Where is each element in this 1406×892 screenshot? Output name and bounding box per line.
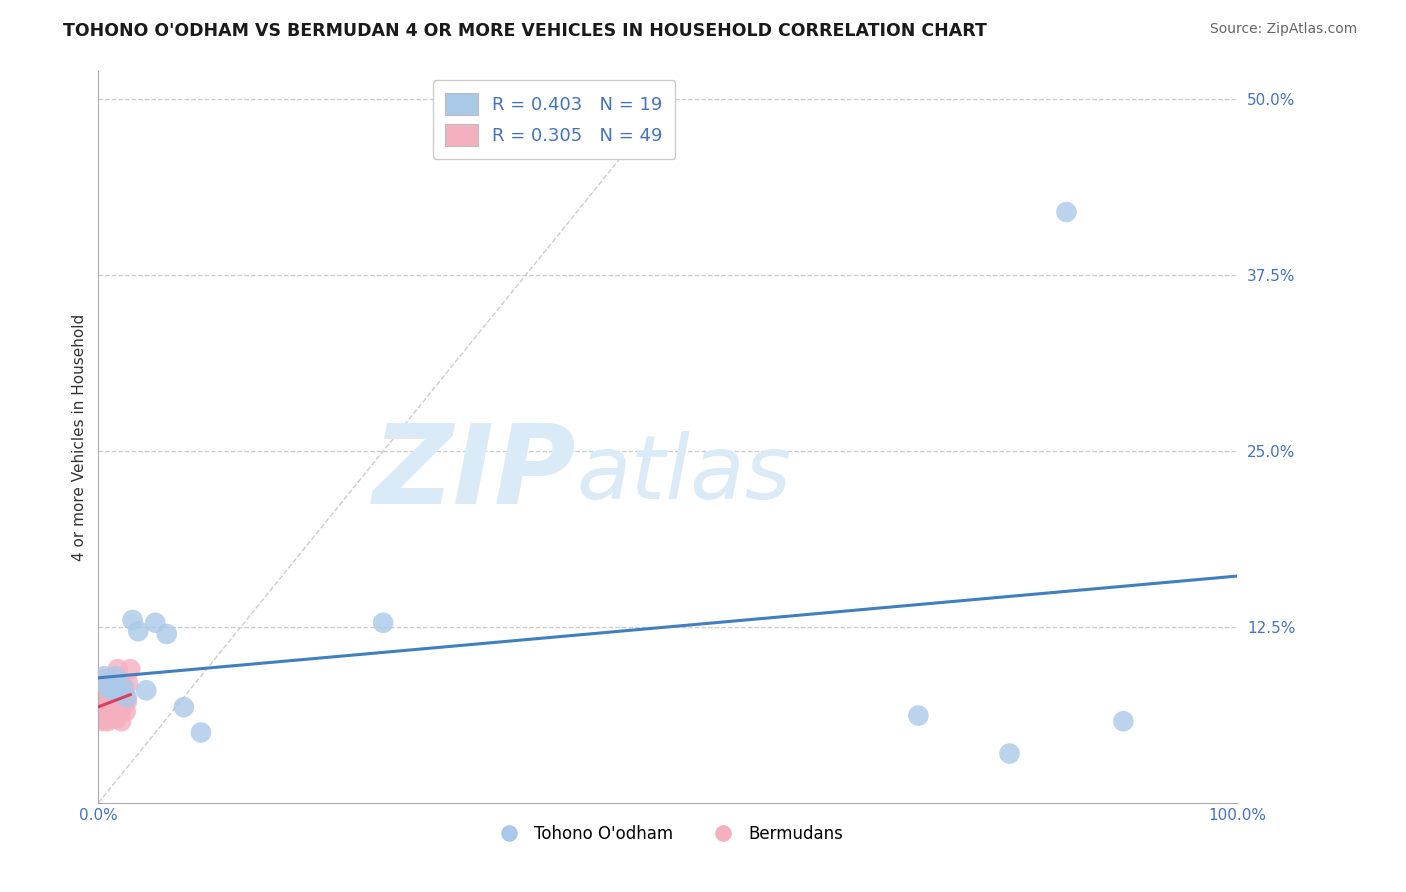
Point — [101, 698, 124, 712]
Point — [96, 690, 118, 705]
Point — [100, 686, 122, 700]
Point — [121, 613, 143, 627]
Point — [907, 708, 929, 723]
Point — [111, 690, 134, 705]
Point — [103, 711, 125, 725]
Point — [104, 683, 127, 698]
Point — [114, 683, 136, 698]
Point — [97, 676, 120, 690]
Point — [107, 662, 129, 676]
Point — [127, 624, 149, 639]
Point — [96, 694, 118, 708]
Point — [90, 705, 112, 719]
Point — [101, 683, 124, 698]
Point — [96, 681, 118, 695]
Legend: Tohono O'odham, Bermudans: Tohono O'odham, Bermudans — [486, 818, 849, 849]
Point — [98, 681, 121, 695]
Point — [98, 694, 121, 708]
Point — [156, 627, 179, 641]
Point — [135, 683, 157, 698]
Point — [96, 705, 118, 719]
Point — [94, 698, 117, 712]
Point — [94, 681, 117, 695]
Point — [93, 672, 115, 686]
Point — [103, 700, 125, 714]
Point — [103, 681, 125, 695]
Point — [190, 725, 212, 739]
Point — [173, 700, 195, 714]
Point — [108, 705, 131, 719]
Point — [371, 615, 394, 630]
Point — [94, 708, 117, 723]
Point — [91, 714, 114, 729]
Point — [108, 686, 131, 700]
Point — [115, 690, 138, 705]
Point — [90, 694, 112, 708]
Point — [100, 711, 122, 725]
Point — [97, 708, 120, 723]
Text: TOHONO O'ODHAM VS BERMUDAN 4 OR MORE VEHICLES IN HOUSEHOLD CORRELATION CHART: TOHONO O'ODHAM VS BERMUDAN 4 OR MORE VEH… — [63, 22, 987, 40]
Point — [96, 676, 118, 690]
Point — [107, 694, 129, 708]
Point — [93, 669, 115, 683]
Point — [104, 669, 127, 683]
Text: ZIP: ZIP — [373, 420, 576, 527]
Point — [104, 705, 127, 719]
Point — [112, 681, 135, 695]
Point — [120, 662, 142, 676]
Point — [103, 690, 125, 705]
Point — [110, 694, 132, 708]
Point — [145, 615, 167, 630]
Point — [1054, 205, 1078, 219]
Point — [115, 694, 138, 708]
Point — [1112, 714, 1135, 729]
Point — [105, 711, 128, 725]
Point — [93, 686, 115, 700]
Y-axis label: 4 or more Vehicles in Household: 4 or more Vehicles in Household — [72, 313, 87, 561]
Point — [110, 714, 132, 729]
Point — [998, 747, 1021, 761]
Point — [112, 700, 135, 714]
Point — [98, 708, 121, 723]
Point — [97, 686, 120, 700]
Point — [98, 690, 121, 705]
Point — [101, 705, 124, 719]
Point — [96, 714, 118, 729]
Point — [114, 705, 136, 719]
Point — [91, 711, 114, 725]
Point — [96, 711, 118, 725]
Text: Source: ZipAtlas.com: Source: ZipAtlas.com — [1209, 22, 1357, 37]
Text: atlas: atlas — [576, 431, 792, 516]
Point — [93, 700, 115, 714]
Point — [105, 690, 128, 705]
Point — [90, 690, 112, 705]
Point — [117, 676, 139, 690]
Point — [108, 681, 131, 695]
